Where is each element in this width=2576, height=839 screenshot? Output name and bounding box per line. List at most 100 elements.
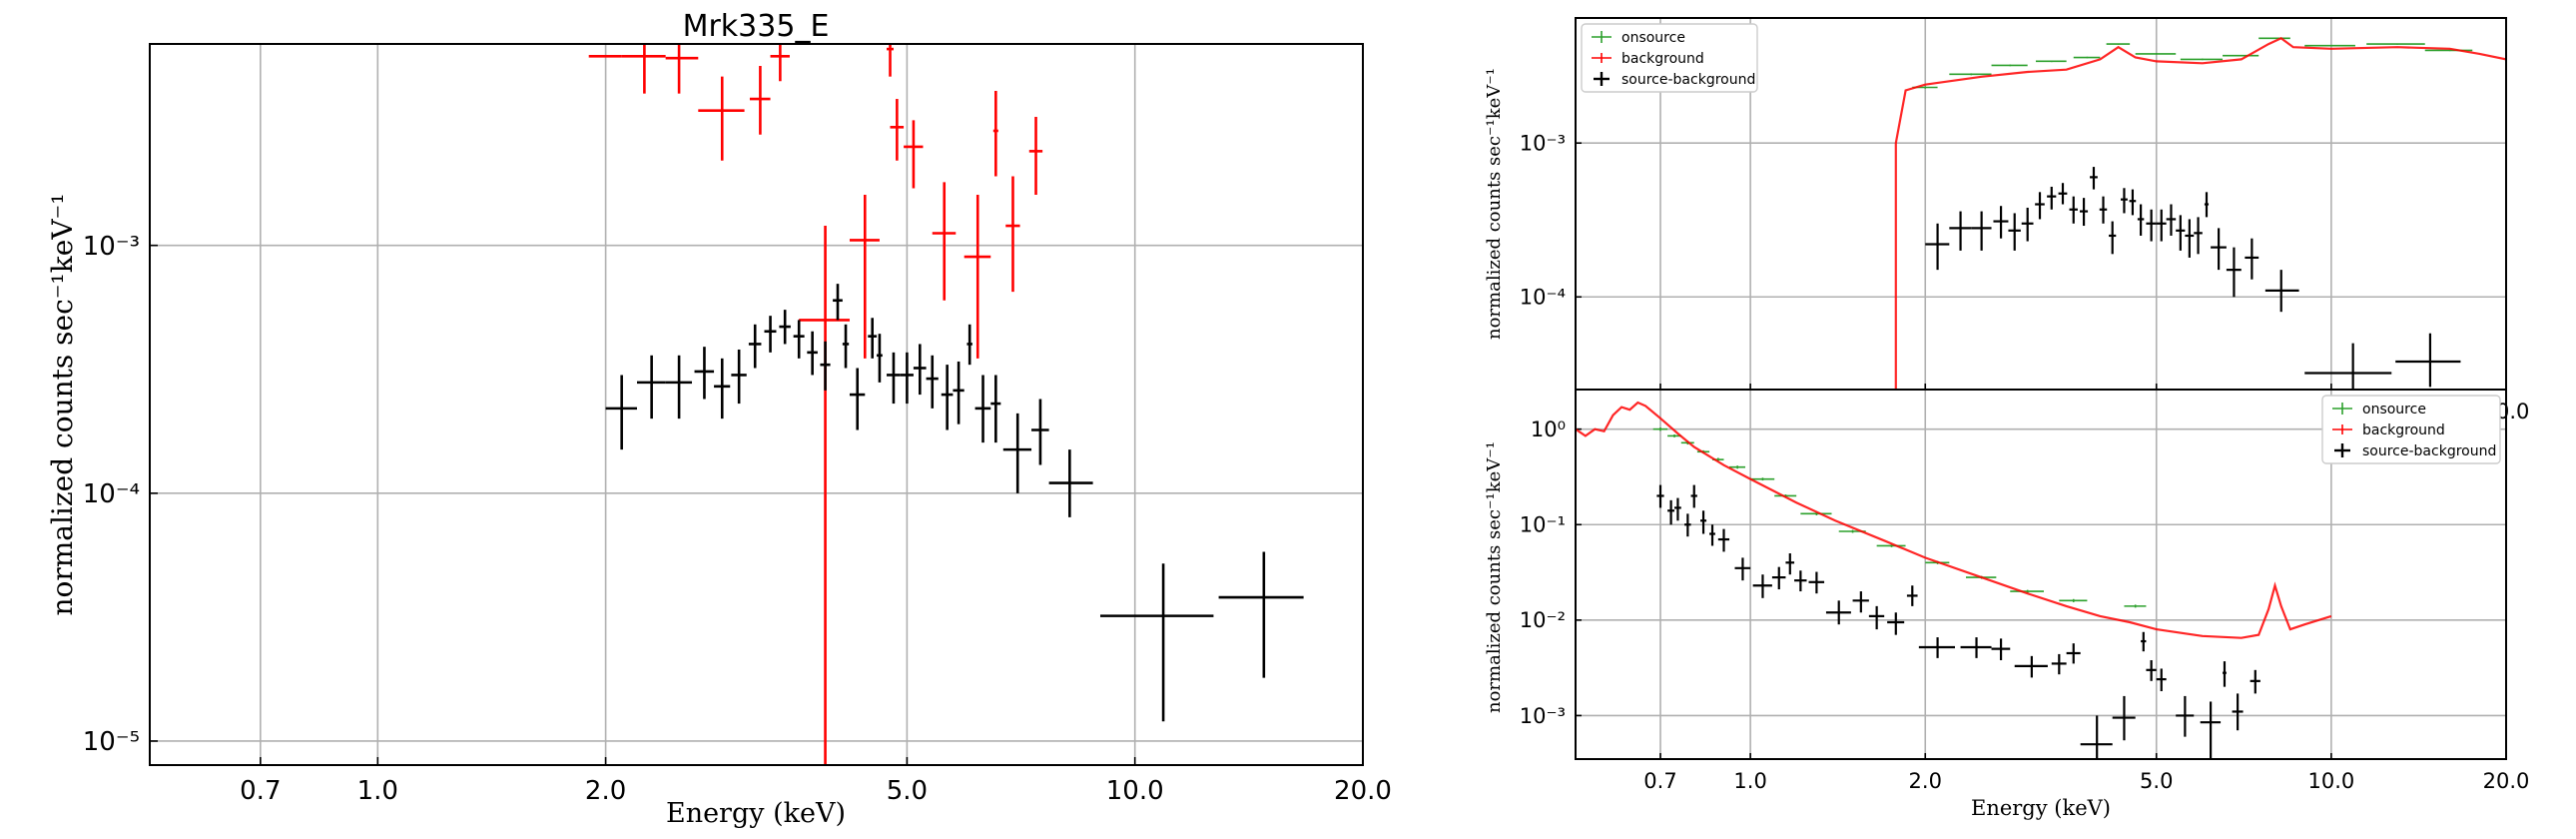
left-series-1-point [694, 347, 715, 400]
left-y-tick-label: 10⁻⁵ [83, 727, 140, 757]
right-bottom-source-background-point [2146, 660, 2157, 681]
left-series-1-point [714, 358, 731, 420]
right-top-source-background-point [2185, 219, 2195, 258]
right-bottom-source-background-point [1960, 637, 1992, 658]
left-series-0-point [992, 91, 998, 177]
right-bottom-x-axis-label: Energy (keV) [1971, 796, 2111, 820]
right-bottom-onsource-point [1667, 433, 1681, 437]
right-top-source-background-point [2194, 217, 2203, 255]
right-top-legend-box [1581, 23, 1758, 93]
right-top-source-background-point [2395, 333, 2461, 388]
right-top-source-background-point [2129, 189, 2137, 216]
right-bottom-background-curve [1576, 401, 2332, 639]
right-top-source-background-point [1925, 223, 1950, 271]
right-bottom-legend-source-background: source-background [2362, 443, 2496, 459]
left-series-1-point [974, 375, 991, 443]
right-top-source-background-point [2166, 204, 2177, 236]
right-top-source-background-point [2099, 196, 2108, 224]
right-top-source-background-point [1993, 206, 2009, 239]
right-top-legend-background: background [1621, 51, 1704, 67]
right-bottom-source-background-point [1684, 513, 1691, 537]
right-top-source-background-point [2090, 167, 2098, 190]
right-bottom-onsource-point [2059, 598, 2088, 602]
right-bottom-source-background-point [1709, 524, 1715, 546]
right-bottom-chart: 0.7 1.0 2.0 5.0 10.0 20.0 10⁰ 10⁻¹ 10⁻² 10⁻³ Ener… [1484, 389, 2530, 820]
right-bottom-source-background-point [1808, 571, 1825, 594]
right-top-source-background-point [2204, 192, 2210, 218]
right-bottom-source-background-point [2250, 669, 2260, 694]
right-top-data-area [1894, 37, 2506, 390]
right-top-source-background-point [2021, 207, 2034, 242]
right-top-source-background-point [2008, 213, 2021, 251]
right-bottom-x-tick-label: 20.0 [2483, 769, 2530, 793]
right-bottom-source-background-point [2051, 653, 2067, 675]
left-series-1-point [764, 316, 777, 353]
left-series-1-point [779, 310, 791, 345]
right-bottom-onsource-point [1729, 465, 1746, 469]
right-bottom-source-background-point [1656, 484, 1664, 508]
left-x-tick-label: 20.0 [1334, 776, 1392, 806]
right-bottom-legend-box [2321, 395, 2501, 464]
left-x-tick-label: 2.0 [585, 776, 626, 806]
right-top-source-background-point [2176, 215, 2186, 251]
right-top-onsource-point [2035, 60, 2067, 63]
right-bottom-source-background-point [1674, 497, 1681, 521]
right-bottom-source-background-point [2232, 693, 2244, 731]
right-top-y-tick-label: 10⁻⁴ [1520, 286, 1566, 310]
right-bottom-x-tick-label: 10.0 [2307, 769, 2354, 793]
right-top-source-background-point [2211, 228, 2227, 271]
left-x-axis-label: Energy (keV) [666, 798, 846, 829]
left-chart: 0.7 1.0 2.0 5.0 10.0 20.0 10⁻³ 10⁻⁴ 10⁻⁵ Mrk335_… [46, 9, 1392, 829]
left-series-1-point [868, 318, 878, 359]
right-bottom-source-background-point [1794, 570, 1807, 592]
right-bottom-source-background-point [1887, 612, 1905, 635]
left-x-tick-label: 5.0 [887, 776, 928, 806]
left-series-1-point [887, 352, 901, 405]
right-bottom-source-background-point [2223, 661, 2227, 687]
left-series-0-point [770, 44, 790, 82]
left-series-0-point [1005, 176, 1020, 293]
right-bottom-legend-background: background [2362, 422, 2445, 438]
right-bottom-plot-frame [1575, 389, 2507, 760]
right-bottom-x-tick-label: 1.0 [1733, 769, 1766, 793]
right-bottom-source-background-point [1771, 566, 1786, 590]
right-bottom-source-background-point [1785, 553, 1795, 575]
right-bottom-source-background-point [1667, 499, 1675, 525]
left-series-0-point [665, 44, 699, 94]
left-series-0-point [621, 44, 666, 94]
right-bottom-source-background-point [2176, 695, 2195, 737]
left-series-1-point [966, 324, 972, 366]
right-bottom-x-tick-label: 5.0 [2140, 769, 2173, 793]
right-top-legend: onsource background source-background [1581, 23, 1758, 93]
right-bottom-legend-onsource: onsource [2362, 402, 2426, 418]
left-plot-frame [149, 43, 1364, 766]
right-bottom-legend: onsource background source-background [2321, 395, 2501, 464]
right-bottom-source-background-point [2014, 655, 2048, 678]
right-bottom-source-background-point [2080, 715, 2113, 759]
right-bottom-source-background-point [1918, 637, 1956, 658]
left-data-area [588, 44, 1304, 765]
left-x-tick-label: 0.7 [240, 776, 281, 806]
right-bottom-onsource-point [1652, 427, 1668, 431]
right-top-source-background-point [2035, 192, 2045, 220]
left-series-0-point [849, 195, 880, 359]
right-bottom-data-area [1576, 401, 2332, 759]
left-x-tick-label: 1.0 [357, 776, 398, 806]
right-top-chart: 20.010⁻³10⁻⁴ normalized counts sec⁻¹keV⁻… [1484, 17, 2529, 423]
right-bottom-source-background-point [1906, 585, 1918, 606]
right-top-legend-source-background: source-background [1621, 72, 1755, 88]
right-top-onsource-point [2223, 54, 2259, 57]
right-bottom-source-background-point [2141, 631, 2147, 652]
left-series-0-point [799, 226, 850, 765]
left-series-1-point [913, 344, 927, 396]
right-top-source-background-point [2226, 247, 2242, 298]
right-bottom-source-background-point [1699, 510, 1707, 534]
left-series-1-point [926, 355, 939, 409]
right-top-source-background-point [2146, 209, 2157, 242]
left-series-1-point [748, 324, 762, 369]
right-top-legend-onsource: onsource [1621, 30, 1685, 46]
right-top-y-axis-label: normalized counts sec⁻¹keV⁻¹ [1484, 68, 1505, 340]
left-y-tick-label: 10⁻³ [83, 232, 140, 262]
left-series-0-point [890, 99, 905, 161]
